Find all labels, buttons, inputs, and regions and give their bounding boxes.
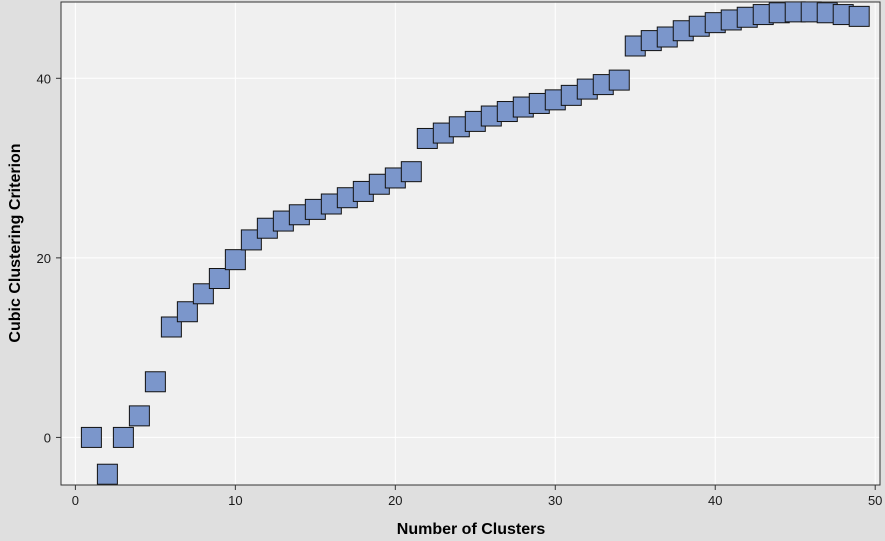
y-tick-label: 40: [37, 71, 51, 86]
plot-area: [61, 2, 880, 485]
y-tick-label: 0: [44, 430, 51, 445]
x-tick-label: 40: [708, 493, 722, 508]
data-point: [240, 229, 262, 251]
data-point: [208, 268, 230, 290]
data-points: [80, 1, 870, 485]
x-tick-label: 10: [228, 493, 242, 508]
data-point: [80, 426, 102, 448]
data-point: [192, 283, 214, 305]
data-point: [848, 5, 870, 27]
data-point: [608, 69, 630, 91]
data-point: [176, 301, 198, 323]
y-axis-title: Cubic Clustering Criterion: [7, 143, 24, 342]
x-tick-label: 30: [548, 493, 562, 508]
data-point: [224, 249, 246, 271]
data-point: [400, 161, 422, 183]
plot-frame: [60, 1, 881, 486]
data-point: [128, 405, 150, 427]
x-tick-label: 50: [868, 493, 882, 508]
data-point: [144, 371, 166, 393]
data-point: [96, 463, 118, 485]
x-axis-title: Number of Clusters: [397, 521, 546, 538]
grid: [61, 2, 880, 485]
data-point: [112, 426, 134, 448]
y-axis-ticks: 0 20 40: [37, 71, 61, 445]
data-point: [160, 316, 182, 338]
x-tick-label: 0: [72, 493, 79, 508]
x-axis-ticks: 0 10 20 30 40 50: [72, 485, 882, 508]
y-tick-label: 20: [37, 251, 51, 266]
x-tick-label: 20: [388, 493, 402, 508]
